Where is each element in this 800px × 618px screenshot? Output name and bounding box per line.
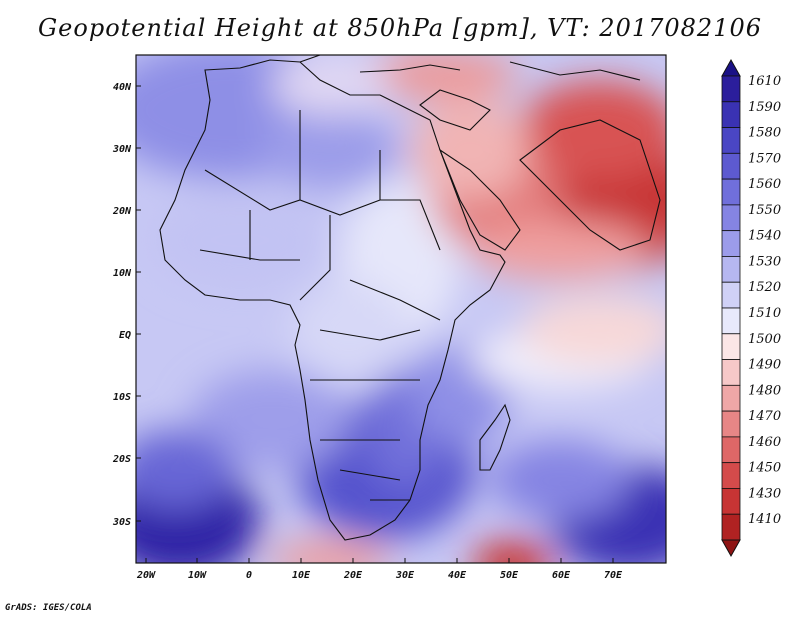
colorbar-top-arrow: [721, 58, 741, 77]
coastlines: [159, 55, 661, 541]
colorbar-swatch: [721, 410, 741, 438]
colorbar-swatch: [721, 101, 741, 128]
y-tick-label: 10N: [113, 268, 132, 279]
colorbar-label: 1520: [748, 280, 781, 295]
colorbar-swatch: [721, 178, 741, 206]
colorbar-label: 1410: [748, 512, 781, 527]
x-tick-label: 10W: [188, 570, 207, 581]
colorbar-swatch: [721, 75, 741, 103]
colorbar-swatch: [721, 256, 741, 283]
colorbar-label: 1550: [748, 203, 781, 218]
colorbar-label: 1570: [748, 151, 781, 166]
x-axis: 20W 10W 0 10E 20E 30E 40E 50E 60E 70E: [136, 558, 623, 581]
colorbar-swatch: [721, 204, 741, 232]
y-tick-label: 40N: [113, 82, 132, 93]
x-tick-label: 20E: [343, 570, 363, 581]
y-tick-label: 30S: [112, 517, 131, 528]
y-tick-label: 20N: [112, 206, 132, 217]
colorbar-label: 1430: [748, 486, 781, 501]
y-tick-label: 30N: [112, 144, 132, 155]
x-tick-label: 10E: [292, 570, 311, 581]
colorbar-swatch: [721, 281, 741, 309]
colorbar-label: 1510: [748, 306, 781, 321]
colorbar-swatch: [721, 436, 741, 464]
colorbar-swatch: [721, 462, 741, 489]
colorbar-swatch: [721, 127, 741, 154]
colorbar-bottom-arrow: [721, 539, 741, 558]
colorbar-label: 1450: [748, 461, 781, 476]
x-tick-label: 20W: [136, 570, 156, 581]
colorbar-swatch: [721, 384, 741, 412]
height-field: [136, 55, 666, 563]
colorbar-label: 1470: [748, 409, 781, 424]
colorbar-label: 1530: [748, 254, 781, 269]
colorbar-label: 1480: [748, 383, 781, 398]
x-tick-label: 40E: [448, 570, 467, 581]
plot-frame: [135, 54, 667, 564]
x-tick-label: 60E: [552, 570, 571, 581]
y-tick-label: 20S: [112, 454, 131, 465]
x-tick-label: 30E: [395, 570, 415, 581]
map-title: Geopotential Height at 850hPa [gpm], VT:…: [38, 14, 762, 42]
colorbar-label: 1610: [748, 74, 781, 89]
x-tick-label: 50E: [500, 570, 519, 581]
y-tick-label: EQ: [119, 330, 131, 341]
colorbar: 1610 1590 1580 1570 1560 1550 1540 1530 1520 1510…: [721, 58, 781, 558]
colorbar-swatch: [721, 359, 741, 386]
colorbar-label: 1500: [748, 332, 781, 347]
y-tick-label: 10S: [113, 392, 131, 403]
colorbar-label: 1560: [748, 177, 781, 192]
colorbar-swatch: [721, 488, 741, 515]
colorbar-swatch: [721, 152, 741, 180]
colorbar-label: 1590: [748, 100, 781, 115]
colorbar-swatch: [721, 307, 741, 335]
colorbar-label: 1540: [748, 229, 781, 244]
x-tick-label: 70E: [604, 570, 623, 581]
colorbar-label: 1580: [748, 126, 781, 141]
y-axis: 40N 30N 20N 10N EQ 10S 20S 30S: [112, 82, 141, 528]
x-tick-label: 0: [246, 570, 252, 581]
colorbar-swatch: [721, 513, 741, 541]
colorbar-swatch: [721, 333, 741, 360]
colorbar-swatch: [721, 230, 741, 257]
colorbar-label: 1460: [748, 435, 781, 450]
footer-credit: GrADS: IGES/COLA: [5, 603, 92, 613]
colorbar-label: 1490: [748, 358, 781, 373]
